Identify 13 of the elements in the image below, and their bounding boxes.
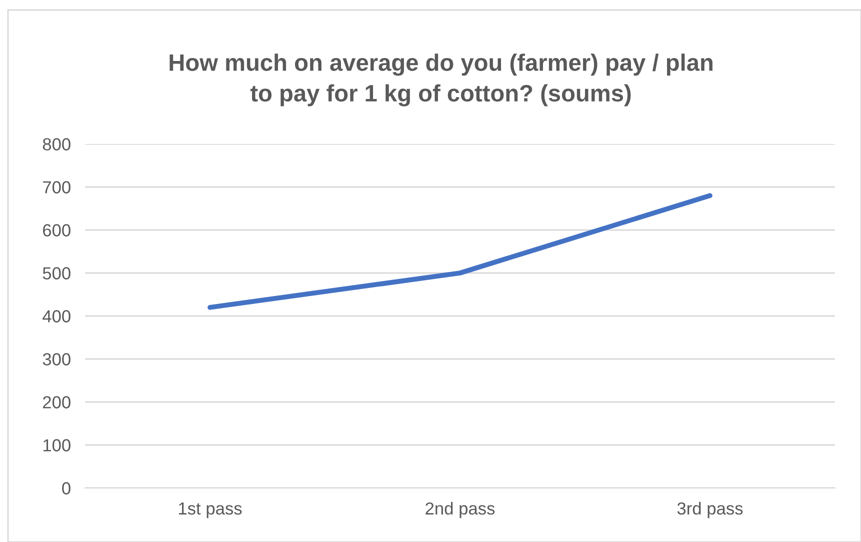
- y-tick-label: 300: [42, 353, 70, 366]
- y-tick-label: 100: [43, 439, 70, 452]
- x-tick-label: 1st pass: [179, 502, 242, 518]
- y-tick-label: 200: [43, 396, 70, 408]
- y-tick-label: 700: [43, 181, 70, 194]
- y-tick-label: 800: [42, 138, 70, 150]
- y-tick-label: 600: [43, 224, 70, 236]
- x-tick-label: 3rd pass: [677, 502, 743, 518]
- y-tick-label: 400: [42, 310, 70, 322]
- x-tick-label: 2nd pass: [426, 502, 495, 518]
- chart-title: How much on average do you (farmer) pay / plan to pay for 1 kg of cotton? (soums): [170, 54, 712, 106]
- y-tick-label: 500: [42, 267, 70, 280]
- y-tick-label: 0: [62, 482, 70, 494]
